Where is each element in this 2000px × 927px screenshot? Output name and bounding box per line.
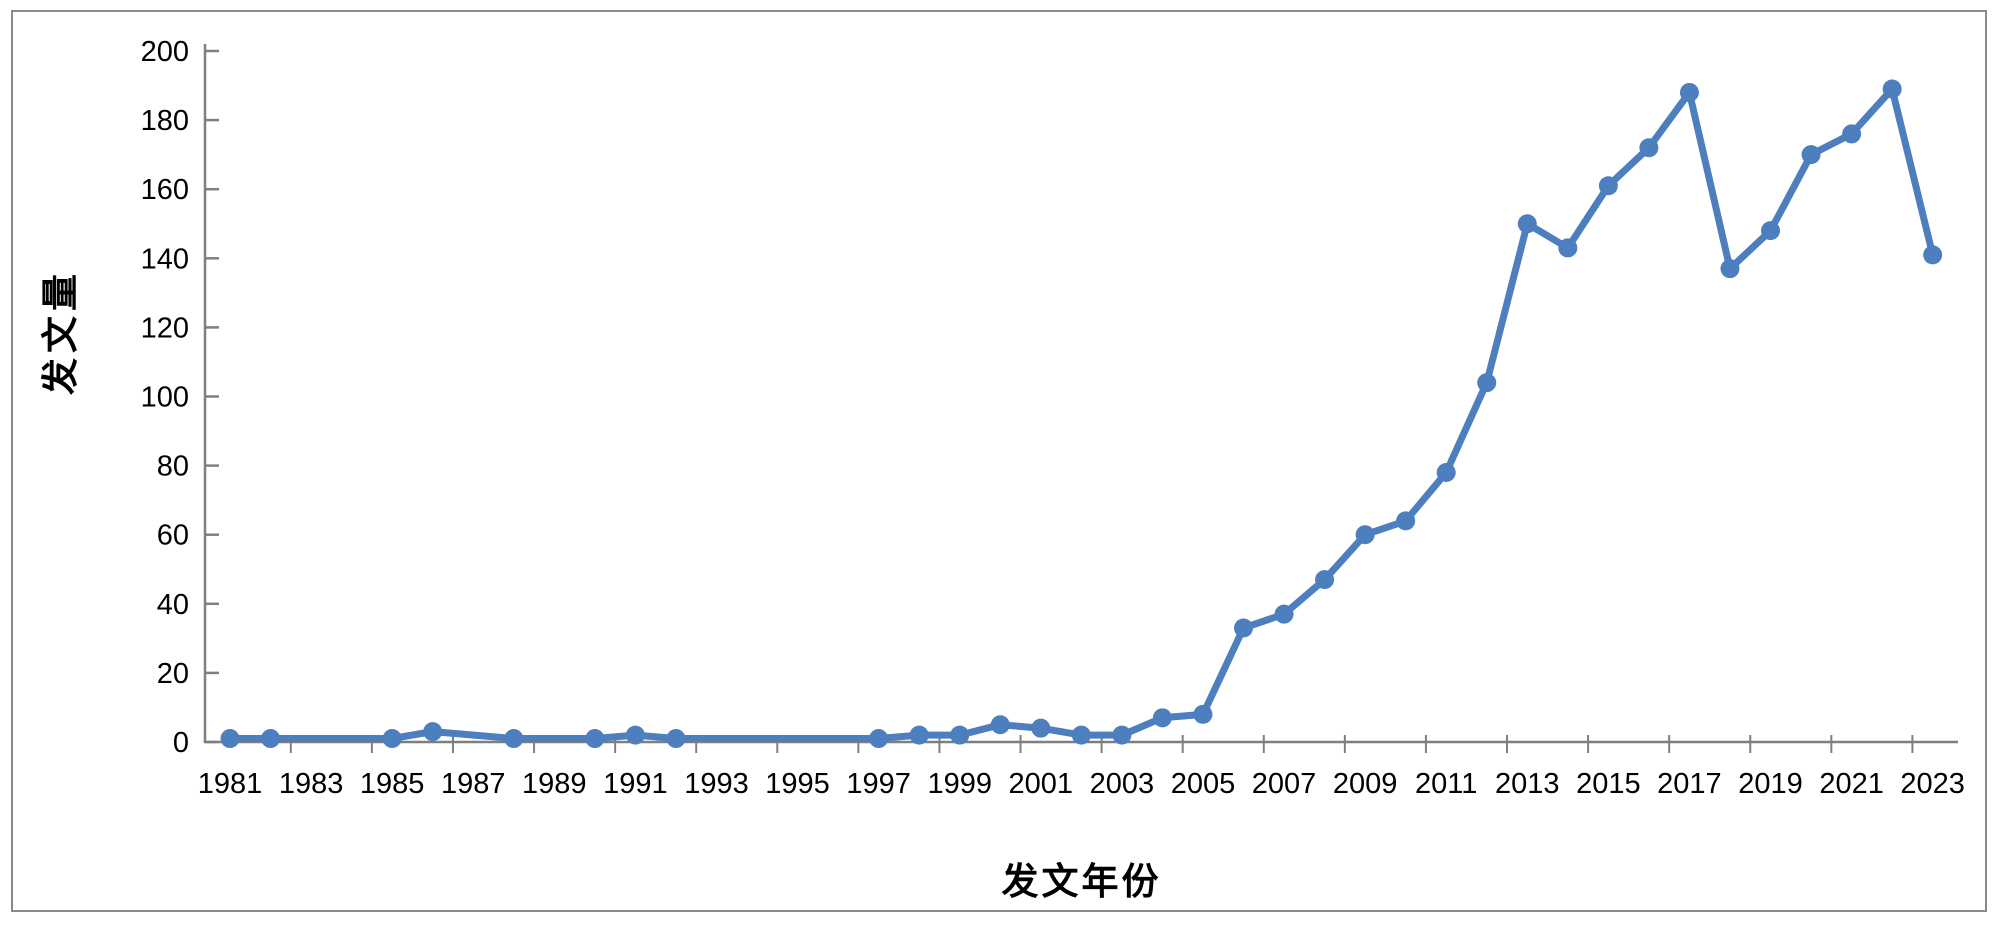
x-tick-label: 1985 bbox=[360, 768, 425, 800]
data-point-2022 bbox=[1882, 79, 1902, 99]
data-point-2017 bbox=[1679, 82, 1699, 102]
data-point-2015 bbox=[1598, 176, 1618, 196]
x-axis-title: 发文年份 bbox=[1001, 859, 1162, 903]
data-point-2011 bbox=[1436, 463, 1456, 483]
x-tick-label: 1981 bbox=[198, 768, 263, 800]
x-tick-label: 1999 bbox=[927, 768, 992, 800]
data-point-2000 bbox=[990, 715, 1010, 735]
x-tick-label: 2001 bbox=[1009, 768, 1074, 800]
y-tick-label: 140 bbox=[141, 243, 189, 275]
data-point-2018 bbox=[1720, 259, 1740, 279]
x-tick-label: 2005 bbox=[1171, 768, 1236, 800]
data-point-2007 bbox=[1274, 604, 1294, 624]
data-point-2001 bbox=[1031, 718, 1051, 738]
x-tick-label: 2015 bbox=[1576, 768, 1641, 800]
x-tick-label: 1989 bbox=[522, 768, 587, 800]
data-point-2009 bbox=[1355, 525, 1375, 545]
x-tick-label: 2019 bbox=[1738, 768, 1803, 800]
y-tick-label: 80 bbox=[157, 451, 189, 483]
data-point-2008 bbox=[1315, 570, 1335, 590]
data-point-1982 bbox=[261, 729, 281, 749]
data-point-1999 bbox=[950, 725, 970, 745]
y-tick-label: 20 bbox=[157, 658, 189, 690]
y-tick-label: 120 bbox=[141, 312, 189, 344]
data-point-1990 bbox=[585, 729, 605, 749]
chart-border-frame bbox=[11, 10, 1987, 912]
x-tick-label: 1987 bbox=[441, 768, 506, 800]
data-point-2023 bbox=[1923, 245, 1943, 265]
data-point-1986 bbox=[423, 722, 443, 742]
data-point-2004 bbox=[1152, 708, 1172, 728]
data-point-2010 bbox=[1396, 511, 1416, 531]
x-tick-label: 1997 bbox=[846, 768, 911, 800]
data-point-1992 bbox=[666, 729, 686, 749]
data-point-2019 bbox=[1761, 221, 1781, 241]
x-tick-label: 1993 bbox=[684, 768, 749, 800]
x-tick-label: 2021 bbox=[1819, 768, 1884, 800]
x-tick-label: 2017 bbox=[1657, 768, 1722, 800]
data-point-1981 bbox=[220, 729, 240, 749]
x-tick-label: 2023 bbox=[1900, 768, 1965, 800]
data-point-1988 bbox=[504, 729, 524, 749]
data-point-1985 bbox=[382, 729, 402, 749]
data-point-2006 bbox=[1234, 618, 1253, 638]
y-tick-label: 40 bbox=[157, 589, 189, 621]
y-tick-label: 0 bbox=[173, 727, 189, 759]
data-point-2014 bbox=[1558, 238, 1578, 258]
x-tick-label: 2007 bbox=[1252, 768, 1317, 800]
x-tick-label: 1991 bbox=[603, 768, 668, 800]
x-tick-label: 2011 bbox=[1415, 768, 1477, 800]
data-point-1997 bbox=[869, 729, 889, 749]
data-point-1998 bbox=[909, 725, 929, 745]
x-tick-label: 2009 bbox=[1333, 768, 1398, 800]
data-point-2012 bbox=[1477, 373, 1497, 393]
data-point-2021 bbox=[1842, 124, 1862, 144]
data-point-2020 bbox=[1801, 145, 1821, 165]
y-tick-label: 60 bbox=[157, 520, 189, 552]
x-tick-label: 1983 bbox=[279, 768, 344, 800]
data-point-2002 bbox=[1071, 725, 1091, 745]
y-tick-label: 200 bbox=[141, 36, 189, 68]
y-tick-label: 100 bbox=[141, 382, 189, 414]
x-tick-label: 2013 bbox=[1495, 768, 1560, 800]
data-point-2005 bbox=[1193, 704, 1213, 724]
data-point-2013 bbox=[1517, 214, 1537, 234]
x-tick-label: 1995 bbox=[765, 768, 830, 800]
y-tick-label: 160 bbox=[141, 174, 189, 206]
data-point-1991 bbox=[625, 725, 645, 745]
y-tick-label: 180 bbox=[141, 105, 189, 137]
data-point-2003 bbox=[1112, 725, 1132, 745]
data-point-2016 bbox=[1639, 138, 1659, 158]
series-line bbox=[226, 85, 1937, 742]
y-axis-title: 发文量 bbox=[38, 269, 82, 395]
x-tick-label: 2003 bbox=[1090, 768, 1155, 800]
